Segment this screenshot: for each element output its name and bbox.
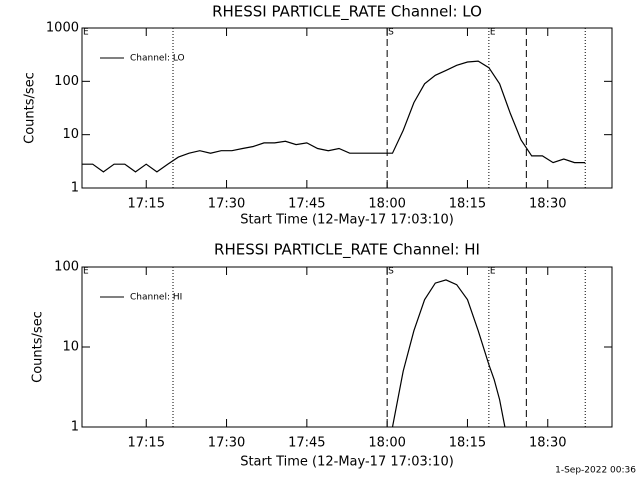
x-tick-label: 18:15 bbox=[449, 197, 486, 212]
annotation: S bbox=[388, 28, 394, 38]
legend-label: Channel: HI bbox=[130, 293, 182, 303]
x-tick-label: 17:45 bbox=[288, 436, 325, 451]
x-tick-label: 18:00 bbox=[368, 436, 405, 451]
data-line bbox=[82, 60, 586, 173]
y-tick-label: 1 bbox=[71, 181, 79, 196]
x-tick-label: 17:15 bbox=[128, 436, 165, 451]
plot-frame bbox=[81, 27, 613, 189]
annotation: E bbox=[490, 267, 496, 277]
y-tick-label: 100 bbox=[54, 74, 79, 89]
legend-label: Channel: LO bbox=[130, 54, 185, 64]
x-tick-label: 18:15 bbox=[449, 436, 486, 451]
annotation: E bbox=[490, 28, 496, 38]
x-tick-label: 17:45 bbox=[288, 197, 325, 212]
y-axis-label: Counts/sec bbox=[31, 311, 46, 383]
y-tick-label: 10 bbox=[62, 127, 79, 142]
annotation: E bbox=[83, 28, 89, 38]
y-tick-label: 1000 bbox=[46, 21, 79, 36]
x-axis-label: Start Time (12-May-17 17:03:10) bbox=[240, 213, 454, 228]
data-line bbox=[391, 279, 506, 428]
footer: 1-Sep-2022 00:36 bbox=[555, 466, 636, 476]
chart-title: RHESSI PARTICLE_RATE Channel: LO bbox=[212, 3, 482, 22]
plot-frame bbox=[81, 266, 613, 428]
y-tick-label: 100 bbox=[54, 260, 79, 275]
x-tick-label: 17:15 bbox=[128, 197, 165, 212]
annotation: S bbox=[388, 267, 394, 277]
x-tick-label: 18:30 bbox=[529, 436, 566, 451]
x-tick-label: 18:00 bbox=[368, 197, 405, 212]
chart-title: RHESSI PARTICLE_RATE Channel: HI bbox=[214, 241, 480, 260]
annotation: E bbox=[83, 267, 89, 277]
y-tick-label: 10 bbox=[62, 340, 79, 355]
x-tick-label: 18:30 bbox=[529, 197, 566, 212]
x-axis-label: Start Time (12-May-17 17:03:10) bbox=[240, 455, 454, 470]
y-axis-label: Counts/sec bbox=[23, 72, 38, 144]
y-tick-label: 1 bbox=[71, 420, 79, 435]
x-tick-label: 17:30 bbox=[208, 436, 245, 451]
x-tick-label: 17:30 bbox=[208, 197, 245, 212]
